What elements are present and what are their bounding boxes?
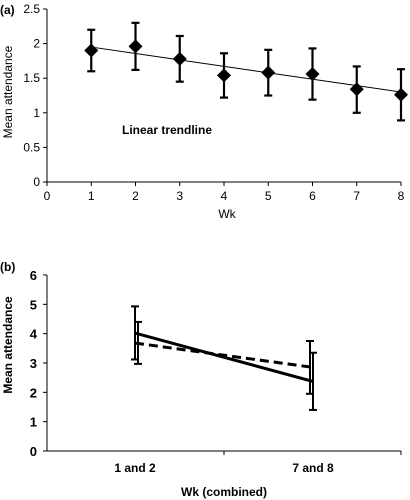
panel-b-y-tick-label: 2 [30,385,37,400]
panel-a-x-tick-label: 0 [44,189,51,203]
panel-a-y-tick-label: 0.5 [23,140,40,154]
panel-a-x-tick-label: 4 [221,189,228,203]
panel-a-y-tick-label: 0 [33,175,40,189]
panel-a-data-point [84,43,99,58]
panel-b-y-tick-label: 5 [30,297,37,312]
panel-b-y-tick-label: 1 [30,415,37,430]
panel-a-plot: 0 0.5 1 1.5 2 2.5 0 1 2 3 4 5 6 7 8 [23,2,408,203]
panel-a-data-point [305,67,320,82]
panel-a-x-tick-label: 1 [88,189,95,203]
panel-a-x-tick-label: 7 [353,189,360,203]
panel-b-series-line [134,341,314,369]
panel-b-y-tick-label: 4 [30,327,38,342]
panel-a-x-tick-label: 2 [132,189,139,203]
panel-a-data-point [128,39,143,54]
panel-a-x-tick-label: 6 [309,189,316,203]
panel-b-y-axis-title: Mean attendance [1,296,15,394]
panel-b-plot: 0 1 2 3 4 5 6 1 and 2 7 and 8 [30,268,402,475]
panel-a-data-point [172,51,187,66]
panel-a-y-tick-label: 1.5 [23,71,40,85]
panel-a-x-tick-label: 3 [176,189,183,203]
panel-b-x-tick-label: 7 and 8 [292,461,334,475]
panel-a-y-tick-label: 2 [33,37,40,51]
panel-b-x-tick-label: 1 and 2 [114,461,156,475]
panel-a-data-point [394,87,408,102]
panel-b-y-tick-label: 0 [30,444,37,459]
panel-a-x-tick-label: 5 [265,189,272,203]
panel-a-y-axis-title: Mean attendance [1,45,15,138]
panel-b-y-tick-label: 6 [30,268,37,283]
panel-a-data-point [261,65,276,80]
panel-b-y-tick-label: 3 [30,356,37,371]
panel-b-x-axis-title: Wk (combined) [181,485,267,499]
panel-a-annotation: Linear trendline [122,123,212,137]
panel-a-y-tick-label: 2.5 [23,2,40,16]
panel-a-y-tick-label: 1 [33,106,40,120]
panel-a-label: (a) [0,3,15,17]
panel-a-x-tick-label: 8 [398,189,405,203]
panel-a-x-axis-title: Wk [218,207,236,221]
panel-a-data-point [217,68,231,83]
panel-a-data-point [349,82,364,97]
panel-b-series-line [134,331,314,383]
panel-a-trendline [91,46,402,93]
panel-b-label: (b) [0,260,15,274]
